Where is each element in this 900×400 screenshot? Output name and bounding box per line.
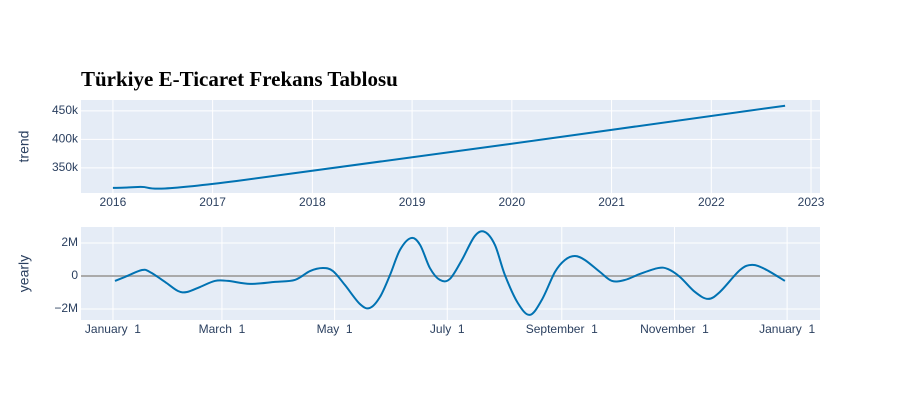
x-tick-label: 2020	[498, 195, 525, 209]
y-axis-label: trend	[16, 131, 32, 163]
x-tick-label: 2021	[598, 195, 625, 209]
y-tick-label: 2M	[61, 235, 78, 249]
data-line	[112, 104, 786, 190]
y-tick-label: 450k	[52, 103, 79, 117]
y-tick-label: 0	[71, 268, 78, 282]
x-tick-label: 2019	[399, 195, 426, 209]
y-tick-label: −2M	[54, 301, 78, 315]
x-tick-label: March 1	[199, 322, 246, 336]
x-tick-label: 2022	[698, 195, 725, 209]
x-tick-label: 2017	[199, 195, 226, 209]
x-tick-label: November 1	[640, 322, 709, 336]
y-axis-label: yearly	[16, 255, 32, 292]
x-tick-label: January 1	[759, 322, 815, 336]
x-tick-label: July 1	[430, 322, 465, 336]
plot-area	[81, 227, 820, 320]
data-line	[114, 230, 786, 316]
x-tick-label: January 1	[85, 322, 141, 336]
x-tick-label: May 1	[317, 322, 353, 336]
chart-title: Türkiye E-Ticaret Frekans Tablosu	[81, 67, 398, 91]
y-tick-label: 400k	[52, 132, 79, 146]
x-tick-label: September 1	[526, 322, 598, 336]
x-tick-label: 2018	[299, 195, 326, 209]
plot-area	[81, 100, 820, 193]
x-tick-label: 2016	[100, 195, 127, 209]
x-tick-label: 2023	[798, 195, 825, 209]
y-tick-label: 350k	[52, 160, 79, 174]
